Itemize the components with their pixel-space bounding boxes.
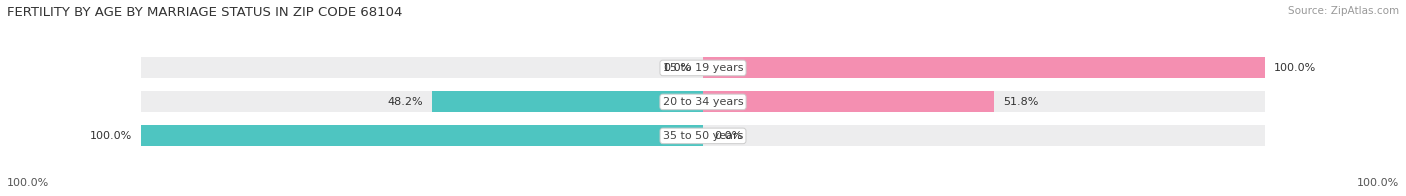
Text: 20 to 34 years: 20 to 34 years (662, 97, 744, 107)
Bar (141, 125, 703, 146)
Bar (141, 91, 703, 113)
Text: 15 to 19 years: 15 to 19 years (662, 63, 744, 73)
Text: 35 to 50 years: 35 to 50 years (662, 131, 744, 141)
Text: 48.2%: 48.2% (388, 97, 423, 107)
Text: 0.0%: 0.0% (714, 131, 742, 141)
Bar (703, 57, 1265, 78)
Text: 100.0%: 100.0% (1274, 63, 1316, 73)
Bar (703, 91, 1265, 113)
Text: 0.0%: 0.0% (664, 63, 692, 73)
Bar (703, 57, 1265, 78)
Bar (703, 91, 994, 113)
Bar (432, 91, 703, 113)
Bar (141, 125, 703, 146)
Text: 100.0%: 100.0% (1357, 178, 1399, 188)
Text: 51.8%: 51.8% (1002, 97, 1038, 107)
Text: Source: ZipAtlas.com: Source: ZipAtlas.com (1288, 6, 1399, 16)
Bar (703, 125, 1265, 146)
Text: FERTILITY BY AGE BY MARRIAGE STATUS IN ZIP CODE 68104: FERTILITY BY AGE BY MARRIAGE STATUS IN Z… (7, 6, 402, 19)
Text: 100.0%: 100.0% (7, 178, 49, 188)
Bar (141, 57, 703, 78)
Text: 100.0%: 100.0% (90, 131, 132, 141)
